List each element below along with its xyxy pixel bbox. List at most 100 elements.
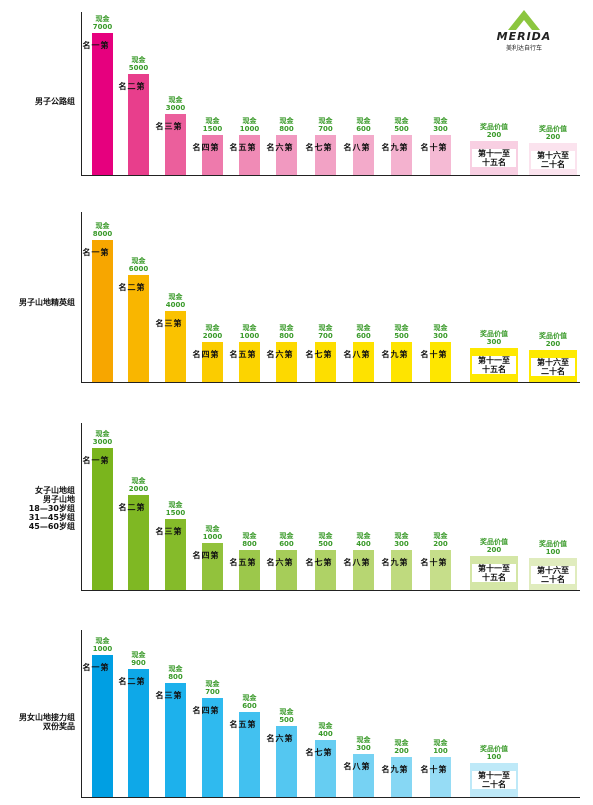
value-kind: 现金 (356, 324, 371, 332)
rank-label-11: 第十一至 十五名 (472, 149, 516, 167)
value-kind: 现金 (433, 532, 448, 540)
value-label-3: 现金 1500 (155, 501, 196, 517)
group-label: 女子山地组 男子山地 18—30岁组 31—45岁组 45—60岁组 (28, 486, 75, 531)
bar-4 (202, 698, 223, 797)
value-label-10: 现金 100 (420, 739, 461, 755)
x-axis-line (81, 175, 580, 176)
value-amount: 3000 (92, 438, 113, 446)
value-kind: 现金 (433, 739, 448, 747)
y-axis-line (81, 630, 82, 797)
rank-label-7: 第七名 (305, 143, 332, 151)
rank-label-9: 第九名 (381, 350, 408, 358)
value-kind: 现金 (279, 117, 294, 125)
y-axis-line (81, 12, 82, 175)
value-label-11: 奖品价值 100 (460, 745, 528, 761)
rank-label-6: 第六名 (266, 350, 293, 358)
value-amount: 400 (356, 540, 371, 548)
value-kind: 现金 (205, 117, 220, 125)
value-kind: 现金 (242, 532, 257, 540)
value-label-2: 现金 6000 (118, 257, 159, 273)
value-amount: 2000 (128, 485, 149, 493)
bar-7 (315, 342, 336, 382)
value-amount: 1000 (239, 332, 260, 340)
rank-label-10: 第十名 (420, 558, 447, 566)
value-kind: 现金 (394, 117, 409, 125)
value-kind: 奖品价值 (539, 125, 567, 133)
value-amount: 1000 (202, 533, 223, 541)
value-label-9: 现金 500 (381, 117, 422, 133)
value-kind: 现金 (205, 680, 220, 688)
value-amount: 1000 (92, 645, 113, 653)
merida-mountain-icon (508, 10, 540, 30)
bar-3 (165, 114, 186, 175)
value-label-6: 现金 600 (266, 532, 307, 548)
value-kind: 现金 (356, 736, 371, 744)
value-amount: 200 (394, 747, 409, 755)
value-amount: 6000 (128, 265, 149, 273)
rank-label-9: 第九名 (381, 143, 408, 151)
value-kind: 现金 (205, 525, 220, 533)
bar-2 (128, 275, 149, 382)
value-label-7: 现金 500 (305, 532, 346, 548)
y-axis-line (81, 212, 82, 382)
bar-7 (315, 550, 336, 590)
value-kind: 现金 (95, 430, 110, 438)
merida-logo: MERIDA 美利达自行车 (478, 8, 578, 52)
group-label: 男子山地精英组 (19, 298, 75, 307)
value-kind: 现金 (394, 532, 409, 540)
value-kind: 奖品价值 (480, 745, 508, 753)
value-kind: 现金 (279, 532, 294, 540)
group-label: 男子公路组 (35, 97, 75, 106)
rank-label-12: 第十六至 二十名 (531, 151, 575, 169)
bar-1 (92, 33, 113, 175)
value-amount: 600 (356, 332, 371, 340)
y-axis-line (81, 423, 82, 590)
bar-9 (391, 550, 412, 590)
rank-label-10: 第十名 (420, 765, 447, 773)
value-label-4: 现金 1500 (192, 117, 233, 133)
value-kind: 现金 (131, 651, 146, 659)
value-label-1: 现金 7000 (82, 15, 123, 31)
rank-label-2: 第二名 (118, 503, 145, 511)
value-amount: 200 (545, 340, 561, 348)
value-kind: 现金 (242, 117, 257, 125)
value-amount: 300 (486, 338, 502, 346)
bar-3 (165, 683, 186, 797)
value-kind: 现金 (279, 708, 294, 716)
value-amount: 2000 (202, 332, 223, 340)
value-kind: 现金 (279, 324, 294, 332)
value-amount: 200 (433, 540, 448, 548)
rank-label-2: 第二名 (118, 677, 145, 685)
rank-label-4: 第四名 (192, 350, 219, 358)
rank-label-9: 第九名 (381, 558, 408, 566)
bar-2 (128, 74, 149, 175)
value-amount: 1500 (202, 125, 223, 133)
rank-label-3: 第三名 (155, 691, 182, 699)
rank-label-4: 第四名 (192, 706, 219, 714)
value-kind: 现金 (318, 324, 333, 332)
rank-label-3: 第三名 (155, 122, 182, 130)
value-kind: 现金 (168, 96, 183, 104)
value-label-5: 现金 800 (229, 532, 270, 548)
value-kind: 现金 (131, 56, 146, 64)
bar-1 (92, 655, 113, 797)
value-label-9: 现金 500 (381, 324, 422, 340)
rank-label-6: 第六名 (266, 143, 293, 151)
bar-7 (315, 135, 336, 175)
bar-3 (165, 519, 186, 590)
group-label: 男女山地接力组 双份奖品 (19, 713, 75, 731)
value-label-6: 现金 800 (266, 324, 307, 340)
value-amount: 300 (394, 540, 409, 548)
rank-label-4: 第四名 (192, 143, 219, 151)
value-amount: 600 (279, 540, 294, 548)
value-label-1: 现金 8000 (82, 222, 123, 238)
rank-label-2: 第二名 (118, 283, 145, 291)
value-label-3: 现金 800 (155, 665, 196, 681)
bar-4 (202, 342, 223, 382)
value-label-3: 现金 3000 (155, 96, 196, 112)
value-label-8: 现金 400 (343, 532, 384, 548)
value-amount: 200 (486, 131, 502, 139)
value-amount: 700 (205, 688, 220, 696)
value-label-10: 现金 300 (420, 324, 461, 340)
value-amount: 800 (168, 673, 183, 681)
